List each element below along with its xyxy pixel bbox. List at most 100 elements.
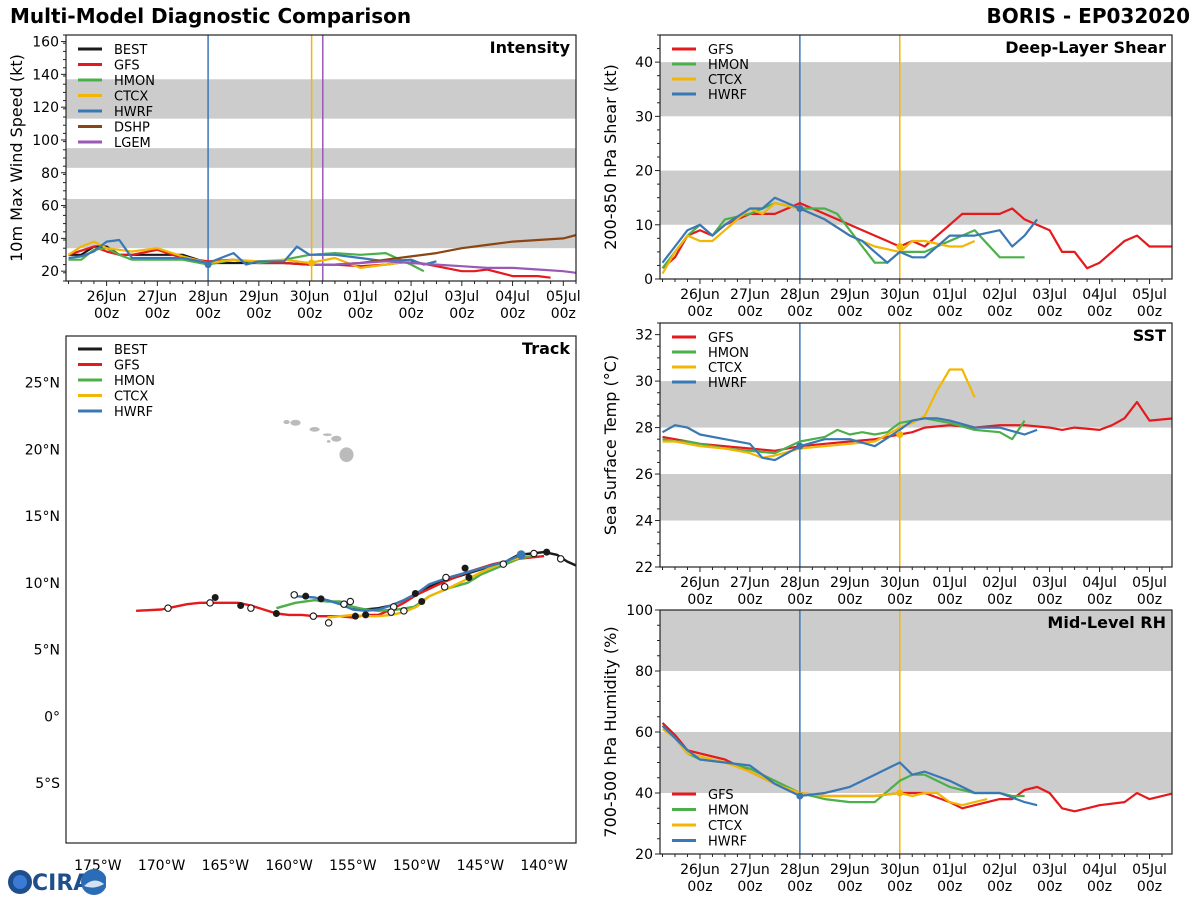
track-plot-area — [136, 419, 576, 627]
x-tick-day: 02Jul — [982, 575, 1017, 591]
island-shape — [331, 435, 342, 442]
panel-shear: 01020304026Jun00z27Jun00z28Jun00z29Jun00… — [601, 34, 1173, 320]
legend-hwrf-label: HWRF — [114, 105, 153, 120]
x-tick-day: 03Jul — [444, 289, 479, 305]
track-position-marker — [272, 610, 280, 618]
lon-label: 160°W — [265, 858, 313, 874]
panel-title: SST — [1133, 326, 1166, 345]
track-gfs-line — [136, 554, 545, 619]
y-tick-label: 0 — [644, 272, 653, 288]
x-tick-hour: 00z — [1037, 304, 1062, 320]
x-tick-day: 27Jun — [730, 287, 770, 303]
y-tick-label: 40 — [635, 55, 653, 71]
y-tick-label: 160 — [32, 35, 59, 51]
x-tick-day: 02Jul — [394, 289, 429, 305]
track-position-marker — [400, 607, 408, 615]
track-position-marker — [290, 591, 298, 599]
x-tick-day: 29Jun — [239, 289, 279, 305]
x-tick-hour: 00z — [887, 879, 912, 895]
panel-title: Deep-Layer Shear — [1005, 38, 1166, 57]
rh-vline-marker — [796, 792, 804, 800]
lon-label: 145°W — [457, 858, 505, 874]
y-tick-label: 20 — [635, 164, 653, 180]
x-tick-hour: 00z — [449, 306, 474, 322]
y-tick-label: 100 — [626, 603, 653, 619]
lon-label: 170°W — [138, 858, 186, 874]
x-tick-day: 29Jun — [830, 862, 870, 878]
track-position-marker — [530, 549, 538, 558]
storm-id: BORIS - EP032020 — [986, 4, 1190, 28]
y-tick-label: 20 — [635, 847, 653, 863]
legend-hmon-label: HMON — [708, 58, 749, 73]
cira-logo: CIRA — [8, 869, 106, 896]
legend-ctcx-label: CTCX — [708, 819, 742, 834]
legend-ctcx-label: CTCX — [708, 361, 742, 376]
x-tick-day: 30Jun — [880, 575, 920, 591]
x-tick-day: 28Jun — [780, 862, 820, 878]
island-shape — [283, 420, 290, 425]
x-tick-day: 03Jul — [1032, 862, 1067, 878]
x-tick-hour: 00z — [837, 592, 862, 608]
x-tick-day: 30Jun — [290, 289, 330, 305]
x-tick-day: 26Jun — [680, 575, 720, 591]
legend-ctcx-label: CTCX — [114, 390, 148, 405]
track-position-marker — [237, 602, 245, 610]
lat-label: 20°N — [25, 442, 60, 458]
lat-label: 5°N — [34, 643, 60, 659]
lon-label: 165°W — [202, 858, 250, 874]
x-tick-day: 03Jul — [1032, 287, 1067, 303]
shear-vline-marker — [896, 242, 904, 250]
x-tick-hour: 00z — [196, 306, 221, 322]
x-tick-hour: 00z — [348, 306, 373, 322]
lat-label: 0° — [44, 709, 60, 725]
x-tick-hour: 00z — [1087, 304, 1112, 320]
y-tick-label: 80 — [635, 664, 653, 680]
legend-ctcx-label: CTCX — [114, 90, 148, 105]
series-lgem-line — [309, 260, 576, 274]
x-tick-hour: 00z — [787, 592, 812, 608]
x-tick-hour: 00z — [937, 592, 962, 608]
x-tick-hour: 00z — [787, 304, 812, 320]
y-tick-label: 32 — [635, 328, 653, 344]
shear-vline-marker — [796, 205, 804, 213]
legend-hmon-label: HMON — [114, 74, 155, 89]
lon-label: 175°W — [74, 858, 122, 874]
x-tick-hour: 00z — [687, 304, 712, 320]
panel-sst: 22242628303226Jun00z27Jun00z28Jun00z29Ju… — [601, 322, 1173, 608]
x-tick-hour: 00z — [1137, 304, 1162, 320]
legend-hwrf-label: HWRF — [708, 88, 747, 103]
track-position-marker — [309, 612, 318, 620]
y-tick-label: 40 — [635, 786, 653, 802]
y-tick-label: 30 — [635, 109, 653, 125]
y-tick-label: 100 — [32, 133, 59, 149]
legend-hwrf-label: HWRF — [708, 376, 747, 391]
track-position-marker — [556, 555, 565, 563]
legend-lgem-label: LGEM — [114, 136, 151, 151]
track-position-marker — [317, 595, 325, 603]
y-tick-label: 10 — [635, 218, 653, 234]
x-tick-day: 01Jul — [932, 862, 967, 878]
x-tick-day: 02Jul — [982, 862, 1017, 878]
x-tick-hour: 00z — [1037, 592, 1062, 608]
x-tick-day: 30Jun — [880, 862, 920, 878]
sst-vline-marker — [896, 431, 904, 439]
lat-label: 10°N — [25, 576, 60, 592]
shear-band — [660, 62, 1172, 117]
x-tick-day: 29Jun — [830, 575, 870, 591]
x-tick-hour: 00z — [837, 304, 862, 320]
legend-hwrf-label: HWRF — [114, 405, 153, 420]
island-shape — [290, 419, 301, 426]
intensity-plot-area — [66, 35, 576, 281]
y-tick-label: 40 — [41, 231, 59, 247]
y-tick-label: 60 — [635, 725, 653, 741]
x-tick-day: 01Jul — [343, 289, 378, 305]
lat-label: 25°N — [25, 376, 60, 392]
rh-vline-marker — [896, 789, 904, 797]
legend-dshp-label: DSHP — [114, 121, 150, 136]
track-position-marker — [465, 573, 473, 581]
x-tick-day: 28Jun — [188, 289, 228, 305]
x-tick-day: 30Jun — [880, 287, 920, 303]
intensity-vline-marker — [204, 261, 212, 269]
y-tick-label: 30 — [635, 374, 653, 390]
track-position-marker — [351, 612, 359, 620]
